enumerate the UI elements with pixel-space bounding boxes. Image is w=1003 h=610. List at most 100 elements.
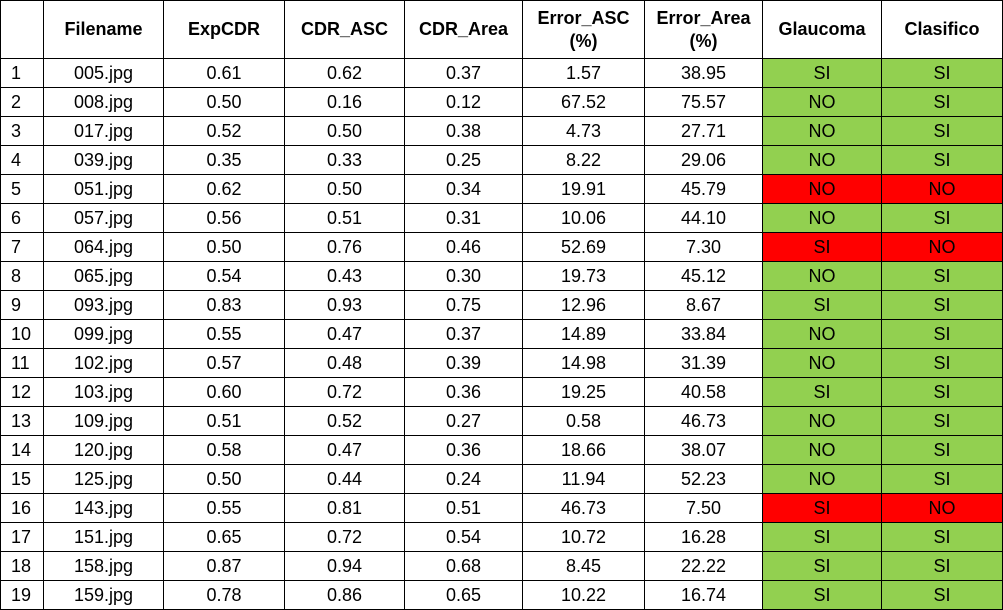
error-area-cell: 7.30 — [644, 232, 763, 262]
expcdr-cell: 0.52 — [163, 116, 285, 146]
filename-cell: 093.jpg — [43, 290, 164, 320]
glaucoma-cell: NO — [762, 174, 882, 204]
header-expcdr: ExpCDR — [163, 0, 285, 59]
expcdr-cell: 0.50 — [163, 464, 285, 494]
filename-cell: 102.jpg — [43, 348, 164, 378]
clasifico-cell: SI — [881, 348, 1003, 378]
cdr-asc-cell: 0.94 — [284, 551, 405, 581]
cdr-asc-cell: 0.52 — [284, 406, 405, 436]
clasifico-cell: SI — [881, 261, 1003, 291]
cdr-area-cell: 0.68 — [404, 551, 523, 581]
glaucoma-cell: NO — [762, 203, 882, 233]
expcdr-cell: 0.55 — [163, 319, 285, 349]
glaucoma-cell: NO — [762, 87, 882, 117]
cdr-area-cell: 0.25 — [404, 145, 523, 175]
table-row: 18 158.jpg 0.87 0.94 0.68 8.45 22.22 SI SI — [0, 551, 1003, 581]
error-area-cell: 40.58 — [644, 377, 763, 407]
header-cdr-area: CDR_Area — [404, 0, 523, 59]
clasifico-cell: SI — [881, 203, 1003, 233]
clasifico-cell: SI — [881, 58, 1003, 88]
cdr-asc-cell: 0.47 — [284, 435, 405, 465]
glaucoma-cell: SI — [762, 580, 882, 610]
glaucoma-cell: NO — [762, 145, 882, 175]
cdr-area-cell: 0.37 — [404, 58, 523, 88]
glaucoma-cell: NO — [762, 116, 882, 146]
cdr-area-cell: 0.51 — [404, 493, 523, 523]
table-row: 8 065.jpg 0.54 0.43 0.30 19.73 45.12 NO SI — [0, 261, 1003, 291]
cdr-asc-cell: 0.76 — [284, 232, 405, 262]
filename-cell: 151.jpg — [43, 522, 164, 552]
expcdr-cell: 0.51 — [163, 406, 285, 436]
error-area-cell: 7.50 — [644, 493, 763, 523]
clasifico-cell: SI — [881, 87, 1003, 117]
error-asc-cell: 8.22 — [522, 145, 645, 175]
row-index: 3 — [0, 116, 44, 146]
header-clasifico: Clasifico — [881, 0, 1003, 59]
table-row: 9 093.jpg 0.83 0.93 0.75 12.96 8.67 SI SI — [0, 290, 1003, 320]
filename-cell: 120.jpg — [43, 435, 164, 465]
error-area-cell: 33.84 — [644, 319, 763, 349]
error-area-cell: 16.74 — [644, 580, 763, 610]
cdr-asc-cell: 0.44 — [284, 464, 405, 494]
cdr-area-cell: 0.75 — [404, 290, 523, 320]
header-glaucoma: Glaucoma — [762, 0, 882, 59]
clasifico-cell: NO — [881, 232, 1003, 262]
glaucoma-cell: SI — [762, 290, 882, 320]
cdr-area-cell: 0.12 — [404, 87, 523, 117]
table-row: 15 125.jpg 0.50 0.44 0.24 11.94 52.23 NO SI — [0, 464, 1003, 494]
expcdr-cell: 0.58 — [163, 435, 285, 465]
table-row: 4 039.jpg 0.35 0.33 0.25 8.22 29.06 NO SI — [0, 145, 1003, 175]
error-area-cell: 8.67 — [644, 290, 763, 320]
error-asc-cell: 19.25 — [522, 377, 645, 407]
cdr-area-cell: 0.46 — [404, 232, 523, 262]
cdr-asc-cell: 0.62 — [284, 58, 405, 88]
table-row: 1 005.jpg 0.61 0.62 0.37 1.57 38.95 SI SI — [0, 58, 1003, 88]
row-index: 4 — [0, 145, 44, 175]
row-index: 15 — [0, 464, 44, 494]
filename-cell: 008.jpg — [43, 87, 164, 117]
filename-cell: 039.jpg — [43, 145, 164, 175]
table-row: 2 008.jpg 0.50 0.16 0.12 67.52 75.57 NO SI — [0, 87, 1003, 117]
expcdr-cell: 0.54 — [163, 261, 285, 291]
cdr-area-cell: 0.54 — [404, 522, 523, 552]
row-index: 8 — [0, 261, 44, 291]
cdr-area-cell: 0.39 — [404, 348, 523, 378]
filename-cell: 051.jpg — [43, 174, 164, 204]
cdr-asc-cell: 0.72 — [284, 377, 405, 407]
cdr-area-cell: 0.65 — [404, 580, 523, 610]
row-index: 19 — [0, 580, 44, 610]
table-row: 17 151.jpg 0.65 0.72 0.54 10.72 16.28 SI SI — [0, 522, 1003, 552]
expcdr-cell: 0.55 — [163, 493, 285, 523]
row-index: 9 — [0, 290, 44, 320]
error-asc-cell: 46.73 — [522, 493, 645, 523]
error-asc-cell: 14.98 — [522, 348, 645, 378]
cdr-area-cell: 0.27 — [404, 406, 523, 436]
glaucoma-cell: NO — [762, 261, 882, 291]
expcdr-cell: 0.60 — [163, 377, 285, 407]
error-asc-cell: 52.69 — [522, 232, 645, 262]
expcdr-cell: 0.50 — [163, 87, 285, 117]
error-area-cell: 27.71 — [644, 116, 763, 146]
filename-cell: 065.jpg — [43, 261, 164, 291]
glaucoma-cell: SI — [762, 522, 882, 552]
cdr-area-cell: 0.31 — [404, 203, 523, 233]
row-index: 17 — [0, 522, 44, 552]
error-area-cell: 31.39 — [644, 348, 763, 378]
error-area-cell: 46.73 — [644, 406, 763, 436]
clasifico-cell: SI — [881, 522, 1003, 552]
error-asc-cell: 14.89 — [522, 319, 645, 349]
cdr-area-cell: 0.34 — [404, 174, 523, 204]
error-asc-cell: 10.72 — [522, 522, 645, 552]
filename-cell: 109.jpg — [43, 406, 164, 436]
glaucoma-cell: NO — [762, 319, 882, 349]
cdr-area-cell: 0.37 — [404, 319, 523, 349]
glaucoma-cell: SI — [762, 58, 882, 88]
glaucoma-cell: NO — [762, 435, 882, 465]
expcdr-cell: 0.35 — [163, 145, 285, 175]
clasifico-cell: SI — [881, 580, 1003, 610]
table-row: 6 057.jpg 0.56 0.51 0.31 10.06 44.10 NO SI — [0, 203, 1003, 233]
error-asc-cell: 8.45 — [522, 551, 645, 581]
row-index: 1 — [0, 58, 44, 88]
filename-cell: 017.jpg — [43, 116, 164, 146]
row-index: 18 — [0, 551, 44, 581]
